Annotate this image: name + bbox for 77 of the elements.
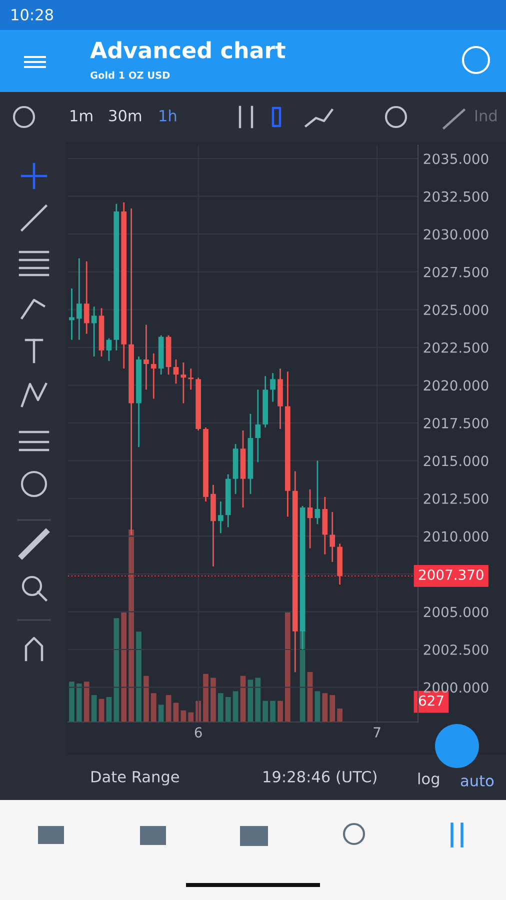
- bar: [278, 700, 283, 722]
- bar: [150, 693, 156, 722]
- x-tick-label: 7: [374, 727, 380, 738]
- bar: [307, 672, 313, 722]
- y-tick-label: 2025.000: [424, 304, 488, 316]
- bar: [322, 693, 328, 722]
- bar: [262, 700, 268, 722]
- bar: [98, 698, 104, 722]
- bar: [180, 710, 186, 722]
- y-tick-label: 2000.000: [424, 682, 488, 693]
- text: 30m: [109, 110, 142, 122]
- y-tick-label: 2035.000: [424, 154, 488, 164]
- bar: [203, 674, 208, 722]
- text: Date Range: [92, 771, 179, 786]
- candlestick: [91, 306, 97, 358]
- bar: [76, 684, 82, 722]
- bar: [173, 702, 179, 722]
- candlestick: [314, 460, 320, 525]
- bar: [218, 693, 224, 722]
- x-tick-label: 6: [194, 727, 202, 738]
- candlestick: [255, 389, 261, 463]
- bar: [232, 691, 238, 722]
- candlestick: [307, 488, 313, 549]
- y-tick-label: 2030.000: [424, 229, 488, 240]
- candlestick: [150, 352, 156, 400]
- text: Ind: [476, 110, 496, 122]
- bar: [158, 704, 164, 722]
- candlestick: [270, 372, 276, 402]
- y-tick-label: 2010.000: [424, 531, 488, 542]
- chart-title: Advanced chart: [90, 41, 286, 58]
- bar: [270, 700, 276, 722]
- ref-line-label: 2007.370: [419, 569, 484, 580]
- text: 627: [418, 695, 444, 706]
- candlestick: [106, 338, 112, 362]
- bar: [114, 618, 120, 722]
- candlestick: [188, 368, 194, 390]
- bar: [69, 682, 74, 722]
- candlestick: [180, 362, 186, 404]
- bar: [91, 695, 97, 722]
- bar: [121, 612, 127, 722]
- bar: [136, 632, 142, 722]
- y-tick-label: 2015.000: [424, 456, 488, 466]
- candlestick: [330, 511, 336, 563]
- bar: [314, 691, 320, 722]
- bar: [337, 708, 342, 722]
- bar: [330, 695, 336, 722]
- text: log: [418, 772, 439, 788]
- y-tick-label: 2020.000: [424, 380, 488, 391]
- candlestick: [76, 258, 82, 341]
- y-tick-label: 2017.500: [424, 418, 488, 428]
- bar: [84, 682, 90, 722]
- text: auto: [460, 775, 494, 786]
- candlestick: [218, 500, 224, 534]
- y-tick-label: 2002.500: [424, 644, 488, 655]
- text: 19:28:46 (UTC): [264, 770, 376, 784]
- bar: [210, 678, 216, 722]
- y-tick-label: 2032.500: [424, 191, 488, 202]
- candlestick: [69, 288, 74, 341]
- bar: [166, 695, 172, 722]
- text: 1m: [70, 110, 92, 122]
- bar: [144, 676, 149, 722]
- bar: [188, 712, 194, 722]
- bar: [225, 696, 231, 722]
- bar: [255, 678, 261, 722]
- candlestick: [84, 260, 90, 335]
- text: 1h: [160, 110, 176, 122]
- bar: [128, 530, 134, 722]
- y-tick-label: 2005.000: [424, 606, 488, 618]
- y-tick-label: 2022.500: [424, 342, 488, 353]
- bar: [285, 612, 290, 722]
- text: 10:28: [12, 8, 53, 20]
- y-tick-label: 2027.500: [424, 266, 488, 278]
- chart-subtitle: Gold 1 OZ USD: [90, 71, 170, 79]
- y-tick-label: 2012.500: [424, 493, 488, 504]
- bar: [106, 696, 112, 722]
- candlestick: [144, 324, 149, 390]
- candlestick: [173, 358, 179, 384]
